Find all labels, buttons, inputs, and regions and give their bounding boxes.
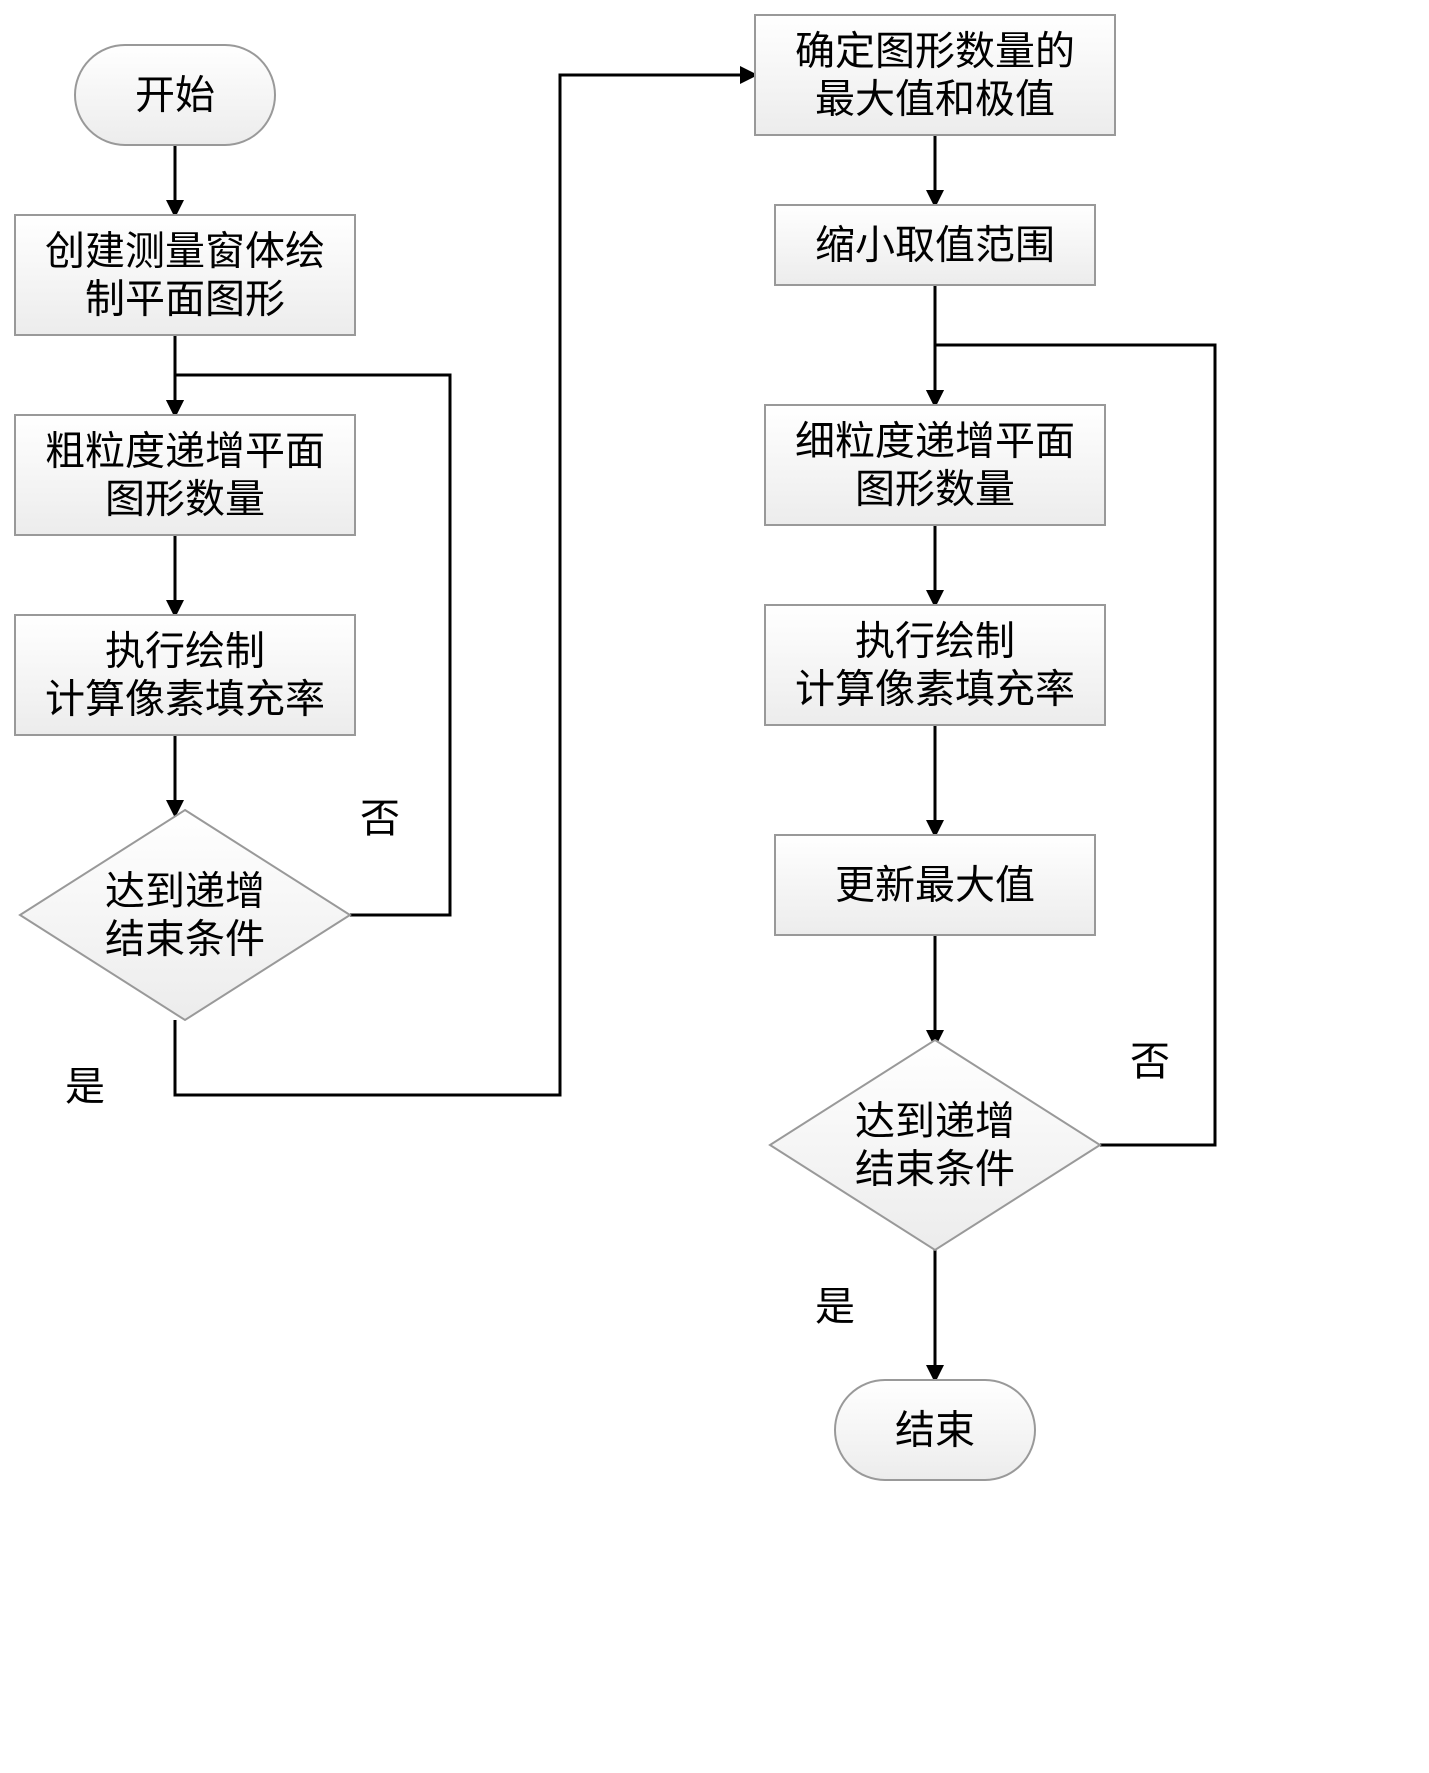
flowchart-svg: 开始创建测量窗体绘制平面图形粗粒度递增平面图形数量执行绘制计算像素填充率达到递增… (0, 0, 1429, 1773)
node-n3: 执行绘制计算像素填充率 (15, 615, 355, 735)
edge-label: 是 (65, 1064, 105, 1109)
node-text: 结束 (895, 1408, 975, 1453)
node-text: 计算像素填充率 (45, 677, 325, 722)
node-n6: 细粒度递增平面图形数量 (765, 405, 1105, 525)
node-text: 更新最大值 (835, 863, 1035, 908)
node-n1: 创建测量窗体绘制平面图形 (15, 215, 355, 335)
node-n2: 粗粒度递增平面图形数量 (15, 415, 355, 535)
edge-label: 否 (360, 796, 400, 841)
node-d2: 达到递增结束条件 (770, 1040, 1100, 1250)
node-text: 图形数量 (855, 467, 1015, 512)
node-n8: 更新最大值 (775, 835, 1095, 935)
node-d1: 达到递增结束条件 (20, 810, 350, 1020)
node-n5: 缩小取值范围 (775, 205, 1095, 285)
node-text: 细粒度递增平面 (795, 419, 1075, 464)
node-text: 计算像素填充率 (795, 667, 1075, 712)
node-text: 达到递增 (855, 1099, 1015, 1144)
node-text: 图形数量 (105, 477, 265, 522)
node-text: 结束条件 (105, 917, 265, 962)
node-text: 缩小取值范围 (815, 223, 1055, 268)
nodes-layer: 开始创建测量窗体绘制平面图形粗粒度递增平面图形数量执行绘制计算像素填充率达到递增… (15, 15, 1115, 1480)
node-n7: 执行绘制计算像素填充率 (765, 605, 1105, 725)
node-text: 执行绘制 (855, 619, 1015, 664)
node-text: 开始 (135, 73, 215, 118)
node-text: 制平面图形 (85, 277, 285, 322)
node-text: 确定图形数量的 (795, 29, 1075, 74)
edge-label: 是 (815, 1284, 855, 1329)
flowchart-container: 开始创建测量窗体绘制平面图形粗粒度递增平面图形数量执行绘制计算像素填充率达到递增… (0, 0, 1429, 1773)
node-n4: 确定图形数量的最大值和极值 (755, 15, 1115, 135)
node-text: 执行绘制 (105, 629, 265, 674)
node-text: 最大值和极值 (815, 77, 1055, 122)
node-text: 创建测量窗体绘 (45, 229, 325, 274)
node-text: 达到递增 (105, 869, 265, 914)
edge-label: 否 (1130, 1039, 1170, 1084)
node-text: 粗粒度递增平面 (45, 429, 325, 474)
node-start: 开始 (75, 45, 275, 145)
node-text: 结束条件 (855, 1147, 1015, 1192)
node-end: 结束 (835, 1380, 1035, 1480)
